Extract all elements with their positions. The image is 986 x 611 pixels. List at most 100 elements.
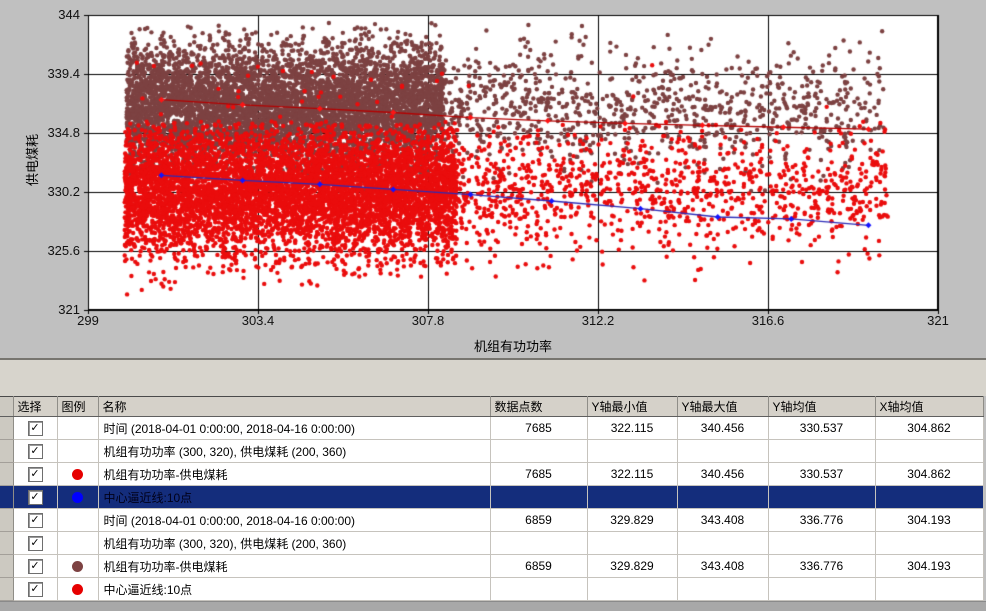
y-tick-label: 321 xyxy=(58,302,80,317)
table-row[interactable]: ✓ 机组有功功率 (300, 320), 供电煤耗 (200, 360) xyxy=(0,439,984,463)
legend-cell xyxy=(57,508,99,532)
series-name-cell: 机组有功功率-供电煤耗 xyxy=(98,462,491,486)
ymax-cell xyxy=(677,439,769,463)
legend-cell xyxy=(57,554,99,578)
series-name-cell: 中心逼近线:10点 xyxy=(98,485,491,509)
ymin-cell xyxy=(587,439,678,463)
series-name-cell: 时间 (2018-04-01 0:00:00, 2018-04-16 0:00:… xyxy=(98,508,491,532)
y-tick-label: 344 xyxy=(58,7,80,22)
column-header-6[interactable]: Y轴均值 xyxy=(768,396,876,417)
ymax-cell xyxy=(677,577,769,601)
series-name-cell: 时间 (2018-04-01 0:00:00, 2018-04-16 0:00:… xyxy=(98,416,491,440)
column-header-1[interactable]: 图例 xyxy=(57,396,99,417)
legend-dot-icon xyxy=(72,491,83,503)
ymin-cell xyxy=(587,577,678,601)
points-cell: 6859 xyxy=(490,554,588,578)
column-header-4[interactable]: Y轴最小值 xyxy=(587,396,678,417)
x-tick-label: 307.8 xyxy=(411,313,445,328)
x-tick-label: 316.6 xyxy=(751,313,785,328)
ymax-cell: 340.456 xyxy=(677,462,769,486)
xmean-cell: 304.193 xyxy=(875,508,984,532)
row-checkbox[interactable]: ✓ xyxy=(27,535,43,551)
legend-cell xyxy=(57,462,99,486)
row-gutter[interactable] xyxy=(0,531,14,555)
points-cell xyxy=(490,531,588,555)
legend-dot-icon xyxy=(72,583,83,595)
row-checkbox[interactable]: ✓ xyxy=(27,466,43,482)
column-header-3[interactable]: 数据点数 xyxy=(490,396,588,417)
legend-dot-icon xyxy=(72,560,83,572)
x-tick-label: 312.2 xyxy=(581,313,615,328)
points-cell xyxy=(490,577,588,601)
xmean-cell xyxy=(875,485,984,509)
series-name-cell: 中心逼近线:10点 xyxy=(98,577,491,601)
ymean-cell: 336.776 xyxy=(768,508,876,532)
ymean-cell: 330.537 xyxy=(768,416,876,440)
table-row[interactable]: ✓ 时间 (2018-04-01 0:00:00, 2018-04-16 0:00… xyxy=(0,508,984,532)
row-checkbox[interactable]: ✓ xyxy=(27,558,43,574)
row-checkbox[interactable]: ✓ xyxy=(27,443,43,459)
row-checkbox[interactable]: ✓ xyxy=(27,512,43,528)
ymin-cell: 322.115 xyxy=(587,462,678,486)
table-row[interactable]: ✓ 机组有功功率 (300, 320), 供电煤耗 (200, 360) xyxy=(0,531,984,555)
ymin-cell: 322.115 xyxy=(587,416,678,440)
xmean-cell xyxy=(875,577,984,601)
ymin-cell: 329.829 xyxy=(587,508,678,532)
series-name-cell: 机组有功功率 (300, 320), 供电煤耗 (200, 360) xyxy=(98,439,491,463)
row-gutter[interactable] xyxy=(0,577,14,601)
y-tick-label: 330.2 xyxy=(47,184,80,199)
table-row[interactable]: ✓ 时间 (2018-04-01 0:00:00, 2018-04-16 0:00… xyxy=(0,416,984,440)
table-row[interactable]: ✓ 中心逼近线:10点 xyxy=(0,485,984,509)
ymean-cell: 336.776 xyxy=(768,554,876,578)
panel-separator xyxy=(0,358,986,396)
table-row[interactable]: ✓ 机组有功功率-供电煤耗 7685 322.115 340.456 330.537 304… xyxy=(0,462,984,486)
series-name-cell: 机组有功功率 (300, 320), 供电煤耗 (200, 360) xyxy=(98,531,491,555)
table-row[interactable]: ✓ 机组有功功率-供电煤耗 6859 329.829 343.408 336.776 304… xyxy=(0,554,984,578)
scatter-plot-canvas xyxy=(0,0,986,358)
table-row[interactable]: ✓ 中心逼近线:10点 xyxy=(0,577,984,601)
column-header-7[interactable]: X轴均值 xyxy=(875,396,984,417)
y-tick-label: 325.6 xyxy=(47,243,80,258)
ymin-cell xyxy=(587,531,678,555)
y-tick-label: 339.4 xyxy=(47,66,80,81)
legend-cell xyxy=(57,416,99,440)
y-axis-title: 供电煤耗 xyxy=(25,134,40,187)
points-cell xyxy=(490,485,588,509)
row-gutter[interactable] xyxy=(0,462,14,486)
xmean-cell xyxy=(875,531,984,555)
column-header-0[interactable]: 选择 xyxy=(13,396,58,417)
row-gutter[interactable] xyxy=(0,439,14,463)
ymax-cell: 343.408 xyxy=(677,554,769,578)
row-gutter[interactable] xyxy=(0,485,14,509)
legend-cell xyxy=(57,485,99,509)
scatter-chart-panel: 供电煤耗 机组有功功率 321 325.6 330.2 334.8 339.4 344 29… xyxy=(0,0,986,358)
column-header-2[interactable]: 名称 xyxy=(98,396,491,417)
points-cell xyxy=(490,439,588,463)
ymean-cell xyxy=(768,577,876,601)
row-gutter[interactable] xyxy=(0,416,14,440)
column-header-5[interactable]: Y轴最大值 xyxy=(677,396,769,417)
row-gutter[interactable] xyxy=(0,508,14,532)
row-checkbox[interactable]: ✓ xyxy=(27,581,43,597)
series-data-grid: 选择 图例 名称 数据点数 Y轴最小值 Y轴最大值 Y轴均值 X轴均值 ✓ 时间 (2018-04… xyxy=(0,396,984,601)
points-cell: 7685 xyxy=(490,416,588,440)
row-gutter[interactable] xyxy=(0,554,14,578)
legend-dot-icon xyxy=(72,468,83,480)
legend-cell xyxy=(57,439,99,463)
series-table-panel: 选择 图例 名称 数据点数 Y轴最小值 Y轴最大值 Y轴均值 X轴均值 ✓ 时间 (2018-04… xyxy=(0,396,986,601)
x-axis-title: 机组有功功率 xyxy=(473,339,552,354)
ymin-cell: 329.829 xyxy=(587,554,678,578)
row-checkbox[interactable]: ✓ xyxy=(27,420,43,436)
points-cell: 7685 xyxy=(490,462,588,486)
ymax-cell: 343.408 xyxy=(677,508,769,532)
x-tick-label: 299 xyxy=(77,313,99,328)
ymean-cell xyxy=(768,485,876,509)
y-tick-label: 334.8 xyxy=(47,125,80,140)
ymax-cell xyxy=(677,485,769,509)
ymax-cell xyxy=(677,531,769,555)
table-header-row: 选择 图例 名称 数据点数 Y轴最小值 Y轴最大值 Y轴均值 X轴均值 xyxy=(0,396,984,417)
row-checkbox[interactable]: ✓ xyxy=(27,489,43,505)
x-tick-label: 303.4 xyxy=(241,313,275,328)
row-gutter-header xyxy=(0,396,14,417)
